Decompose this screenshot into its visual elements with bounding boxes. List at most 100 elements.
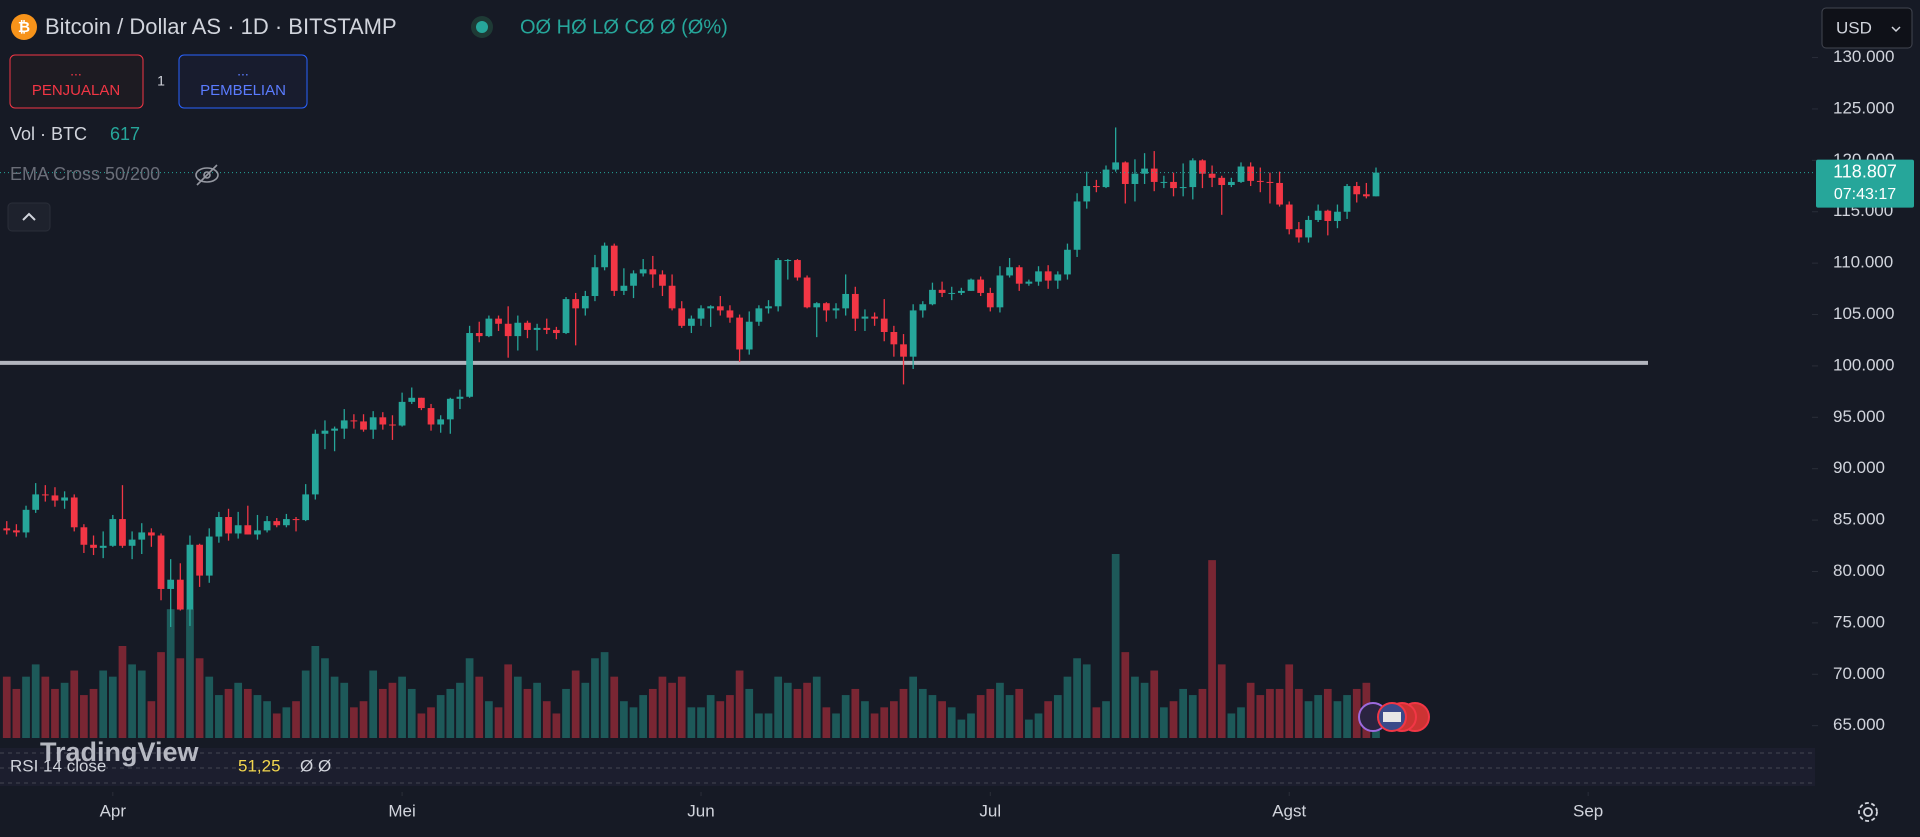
candle-body [890,331,898,345]
settings-button[interactable] [1858,802,1878,822]
volume-bar [2,676,11,738]
candle-body [379,417,387,425]
volume-value: 617 [110,124,140,144]
candle-body [41,494,49,496]
volume-bar [1333,701,1342,738]
x-tick-label: Agst [1272,801,1306,820]
volume-bar [22,676,30,738]
sell-button[interactable] [9,54,144,109]
volume-bar [465,658,474,738]
candle-body [1314,210,1322,220]
volume-bar [417,713,426,738]
volume-bar [774,676,783,738]
collapse-button[interactable] [7,202,51,232]
candle-body [3,528,11,531]
currency-select[interactable] [1821,7,1913,49]
collapse-icon [22,212,36,221]
candle-body [1102,169,1110,188]
plot-area: 65.000 70.000 75.000 80.000 85.000 90.000 95.0… [0,47,1914,820]
buy-button[interactable] [178,54,308,109]
candle-body [726,310,734,318]
candle-body [90,544,97,548]
volume-bar [301,670,310,738]
candle-body [398,401,406,426]
candle-body [331,428,338,431]
candle-body [408,397,416,402]
y-tick-label: 110.000 [1833,253,1893,272]
candle-body [581,296,589,309]
volume-bar [243,688,252,738]
candle-body [880,318,888,332]
volume-bar [880,707,889,738]
candle-body [1150,168,1158,182]
volume-bar [224,688,233,738]
candle-body [639,269,647,274]
volume-bar [745,688,754,738]
volume-bar [108,676,117,738]
volume-bar [938,701,946,738]
y-tick-label: 90.000 [1833,458,1885,477]
status-dot [476,21,488,33]
candle-body [1237,166,1245,182]
eye-off-icon[interactable] [195,164,219,186]
volume-bar [1131,676,1139,738]
candle-body [938,289,946,293]
candle-body [967,279,975,291]
volume-bar [639,695,648,738]
candle-body [456,396,464,399]
candle-body [1285,204,1293,230]
candle-body [51,495,59,501]
symbol[interactable]: Bitcoin / Dollar AS · 1D · BITSTAMP [45,14,397,39]
volume-bar [1352,688,1361,738]
volume-bar [1314,695,1323,738]
candle-body [437,419,445,425]
candle-body [1353,186,1361,195]
candle-body [1112,162,1120,170]
candle-body [716,306,724,311]
volume-bar [321,658,329,738]
candle-body [832,308,840,311]
volume-bar [1140,682,1149,738]
volume-bar [1237,707,1245,738]
x-tick-label: Sep [1573,801,1603,820]
countdown: 07:43:17 [1834,186,1896,203]
volume-bar [1217,664,1226,738]
candle-body [1141,168,1148,174]
volume-bar [89,688,98,738]
y-tick-label: 130.000 [1833,47,1894,66]
volume-bar [542,701,551,738]
volume-bar [851,688,860,738]
candle-body [80,527,88,545]
volume-bar [340,682,349,738]
volume-bar [234,682,243,738]
volume-bar [755,713,763,738]
candle-body [736,317,743,350]
volume-bar [899,688,908,738]
volume-bar [1160,707,1168,738]
volume-bar [822,707,831,738]
watermark: TradingView [40,737,200,767]
volume-bar [562,688,570,738]
candle-body [13,530,20,533]
volume-bar [947,707,956,738]
candle-body [630,273,637,286]
candle-body [215,517,223,537]
candle-body [485,318,493,337]
candle-body [794,260,801,278]
event-markers[interactable] [1358,702,1430,732]
volume-bar [60,682,69,738]
volume-bar [552,713,561,738]
candle-body [957,290,965,293]
candle-body [900,344,907,357]
volume-bar [928,695,937,738]
volume-bar [890,701,898,738]
volume-bar [31,664,40,738]
sell-price: ... [70,63,82,79]
rsi-value: 51,25 [238,756,281,775]
volume-label: Vol · BTC [10,124,87,144]
candle-body [176,579,184,610]
candle-body [340,420,348,429]
volume-bar [475,676,484,738]
volume-bar [215,695,223,738]
